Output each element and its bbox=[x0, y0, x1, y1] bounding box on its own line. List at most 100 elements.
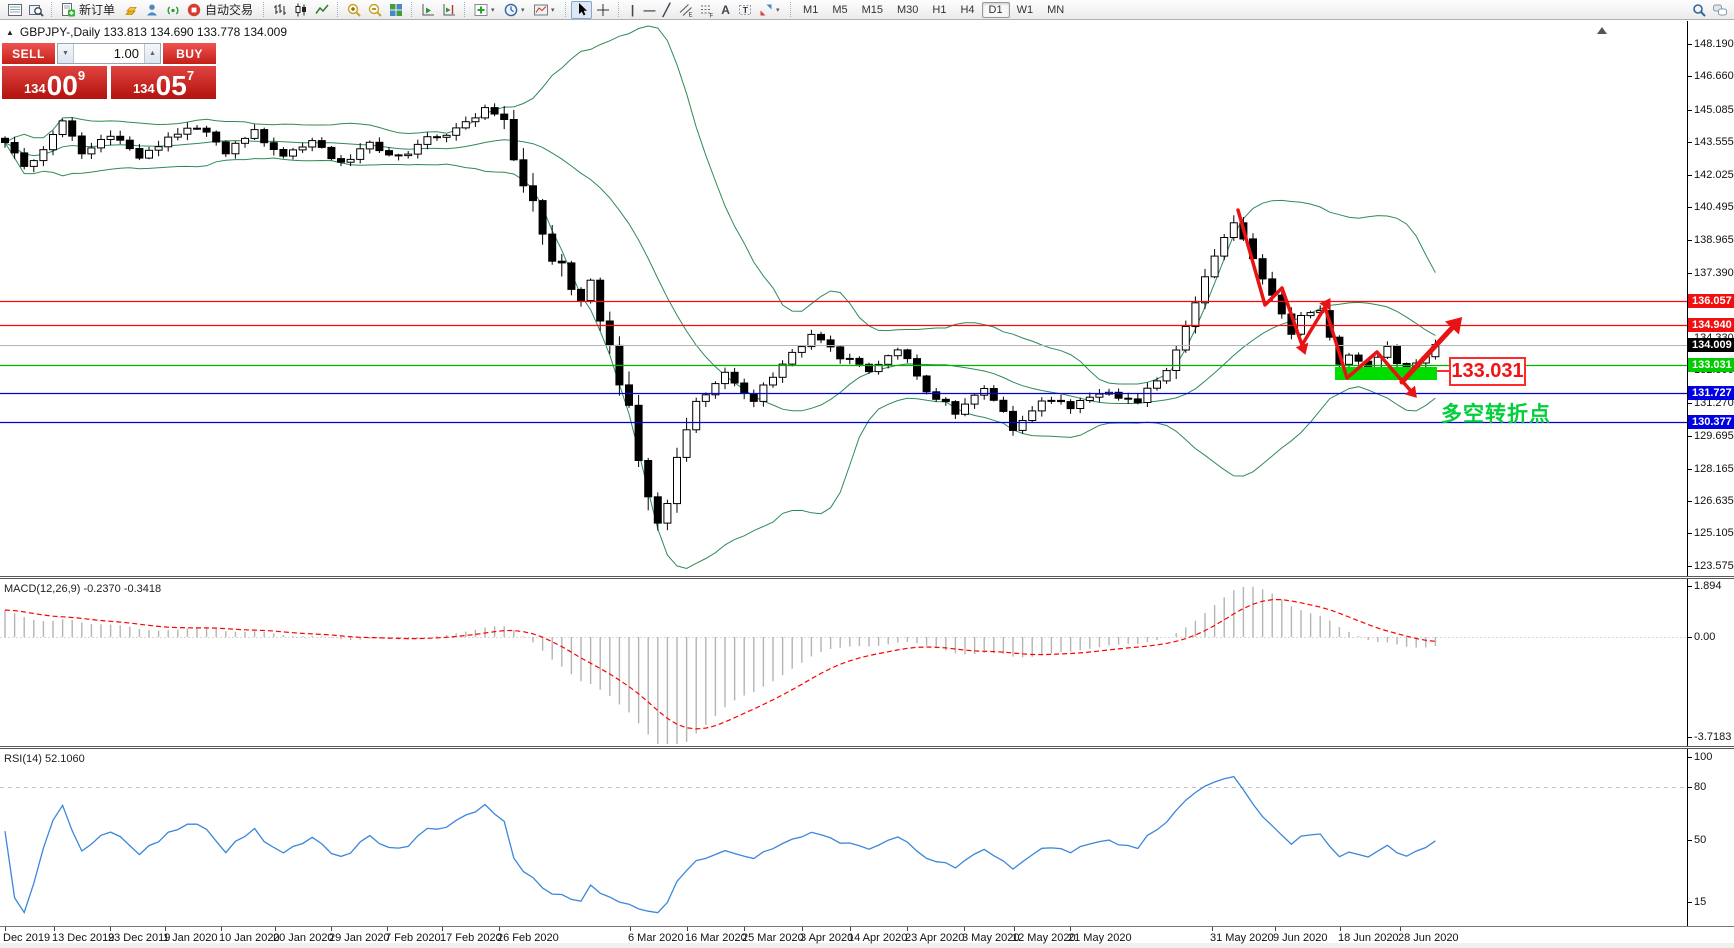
timeframe-d1-button[interactable]: D1 bbox=[981, 1, 1010, 18]
sell-price-big: 00 bbox=[46, 70, 78, 101]
timeframe-mn-button[interactable]: MN bbox=[1047, 3, 1065, 16]
label-tool-icon[interactable]: T bbox=[734, 1, 755, 19]
search-icon[interactable] bbox=[1688, 1, 1709, 19]
toolbar-separator bbox=[464, 2, 466, 17]
price-tick-label: 138.965 bbox=[1688, 233, 1734, 246]
chart-bars-icon[interactable] bbox=[269, 1, 290, 19]
panel-separator[interactable] bbox=[0, 576, 1734, 579]
sell-price-display[interactable]: 134 00 9 bbox=[2, 66, 107, 101]
price-tick-label: 146.660 bbox=[1688, 70, 1734, 83]
toolbar-separator bbox=[618, 2, 620, 17]
rsi-canvas[interactable] bbox=[0, 749, 1687, 926]
template-icon[interactable] bbox=[530, 1, 551, 19]
date-tick bbox=[630, 927, 631, 931]
cursor-icon[interactable] bbox=[571, 0, 593, 19]
price-tick-label: 142.025 bbox=[1688, 168, 1734, 181]
community-icon[interactable] bbox=[141, 1, 162, 19]
price-tick-label: 140.495 bbox=[1688, 201, 1734, 214]
date-label: 3 Apr 2020 bbox=[800, 932, 854, 944]
volume-decrease-button[interactable]: ▼ bbox=[58, 44, 74, 63]
date-tick bbox=[331, 927, 332, 931]
date-tick bbox=[1275, 927, 1276, 931]
macd-label: MACD(12,26,9) -0.2370 -0.3418 bbox=[4, 583, 162, 595]
date-label: 9 Jun 2020 bbox=[1273, 932, 1328, 944]
tile-windows-icon[interactable] bbox=[385, 1, 406, 19]
arrows-tool-icon[interactable] bbox=[755, 1, 776, 19]
chinese-annotation[interactable]: 多空转折点 bbox=[1441, 403, 1551, 426]
timeframe-m15-button[interactable]: M15 bbox=[861, 3, 883, 16]
sell-button[interactable]: SELL bbox=[2, 43, 55, 64]
period-clock-icon[interactable] bbox=[500, 1, 521, 19]
date-label: 18 Jun 2020 bbox=[1338, 932, 1399, 944]
date-label: 13 Dec 2019 bbox=[52, 932, 115, 944]
date-tick bbox=[387, 927, 388, 931]
timeframe-h1-button[interactable]: H1 bbox=[932, 3, 947, 16]
auto-scroll-icon[interactable] bbox=[417, 1, 438, 19]
macd-canvas[interactable] bbox=[0, 579, 1687, 746]
trend-arrow[interactable] bbox=[1300, 305, 1327, 347]
date-label: 23 Dec 2019 bbox=[108, 932, 171, 944]
svg-text:T: T bbox=[742, 5, 748, 15]
buy-price-sup: 7 bbox=[186, 68, 195, 83]
signals-icon[interactable] bbox=[162, 1, 183, 19]
autotrading-label[interactable]: 自动交易 bbox=[205, 3, 254, 17]
fibonacci-tool-icon[interactable]: F bbox=[696, 1, 717, 19]
dropdown-caret-icon[interactable]: ▾ bbox=[521, 6, 525, 14]
toolbar-separator bbox=[411, 2, 413, 17]
toolbar: 新订单 自动交易 ▾ ▾ ▾ | — ╱ E F A T ▾ M1 M5 M15 M30 H1 H4 D1 W1 MN bbox=[0, 0, 1734, 20]
collapse-arrow-icon[interactable]: ▲ bbox=[6, 27, 14, 37]
dropdown-caret-icon[interactable]: ▾ bbox=[776, 6, 780, 14]
new-order-icon[interactable] bbox=[57, 1, 78, 19]
date-label: 23 Apr 2020 bbox=[905, 932, 965, 944]
timeframe-m1-button[interactable]: M1 bbox=[803, 3, 819, 16]
zoom-out-icon[interactable] bbox=[364, 1, 385, 19]
date-label: 20 Jan 2020 bbox=[273, 932, 334, 944]
date-label: 14 Apr 2020 bbox=[848, 932, 908, 944]
toolbar-separator bbox=[790, 2, 792, 17]
price-tick-label: 129.695 bbox=[1688, 430, 1734, 443]
date-label: 3 May 2020 bbox=[962, 932, 1020, 944]
indicators-icon[interactable] bbox=[470, 1, 491, 19]
buy-price-display[interactable]: 134 05 7 bbox=[111, 66, 216, 100]
chart-candles-icon[interactable] bbox=[290, 1, 311, 19]
strategy-tester-icon[interactable] bbox=[25, 1, 46, 19]
timeframe-w1-button[interactable]: W1 bbox=[1016, 3, 1034, 16]
trendline-tool-icon[interactable]: ╱ bbox=[662, 2, 671, 17]
date-axis[interactable]: Dec 2019 13 Dec 2019 23 Dec 2019 1 Jan 2020… bbox=[0, 926, 1734, 948]
date-label: 31 May 2020 bbox=[1210, 932, 1274, 944]
timeframe-m5-button[interactable]: M5 bbox=[832, 3, 848, 16]
chart-line-icon[interactable] bbox=[311, 1, 332, 19]
trend-arrow[interactable] bbox=[1323, 305, 1412, 392]
price-callout-label[interactable]: 133.031 bbox=[1437, 357, 1526, 386]
autotrading-icon[interactable] bbox=[183, 1, 204, 19]
vline-tool-icon[interactable]: | bbox=[630, 2, 635, 17]
price-axis: 148.190 146.660 145.085 143.555 142.025 140.4… bbox=[1687, 21, 1734, 576]
dropdown-caret-icon[interactable]: ▾ bbox=[551, 6, 555, 14]
panel-separator[interactable] bbox=[0, 746, 1734, 749]
new-order-label[interactable]: 新订单 bbox=[79, 3, 116, 17]
terminal-icon[interactable] bbox=[4, 1, 25, 19]
dropdown-caret-icon[interactable]: ▾ bbox=[491, 6, 495, 14]
volume-stepper: ▼ ▲ bbox=[57, 43, 161, 64]
hline-tool-icon[interactable]: — bbox=[643, 2, 656, 17]
channel-tool-icon[interactable]: E bbox=[675, 1, 696, 19]
volume-input[interactable] bbox=[74, 44, 144, 63]
text-tool-icon[interactable]: A bbox=[721, 2, 730, 17]
chart-shift-icon[interactable] bbox=[438, 1, 459, 19]
price-chart-canvas[interactable] bbox=[0, 21, 1687, 576]
date-tick bbox=[442, 927, 443, 931]
volume-increase-button[interactable]: ▲ bbox=[144, 44, 160, 63]
crosshair-icon[interactable] bbox=[592, 1, 613, 19]
zoom-in-icon[interactable] bbox=[343, 1, 364, 19]
toolbar-separator bbox=[337, 2, 339, 17]
trend-arrow[interactable] bbox=[1399, 325, 1455, 385]
rsi-tick-label: 15 bbox=[1687, 896, 1707, 908]
buy-button[interactable]: BUY bbox=[163, 43, 216, 64]
market-icon[interactable] bbox=[120, 1, 141, 19]
comments-icon[interactable] bbox=[1709, 1, 1730, 19]
macd-tick-label: -3.7183 bbox=[1687, 731, 1732, 743]
timeframe-h4-button[interactable]: H4 bbox=[960, 3, 975, 16]
date-tick bbox=[110, 927, 111, 931]
timeframe-m30-button[interactable]: M30 bbox=[897, 3, 919, 16]
trend-arrow[interactable] bbox=[1236, 208, 1304, 347]
